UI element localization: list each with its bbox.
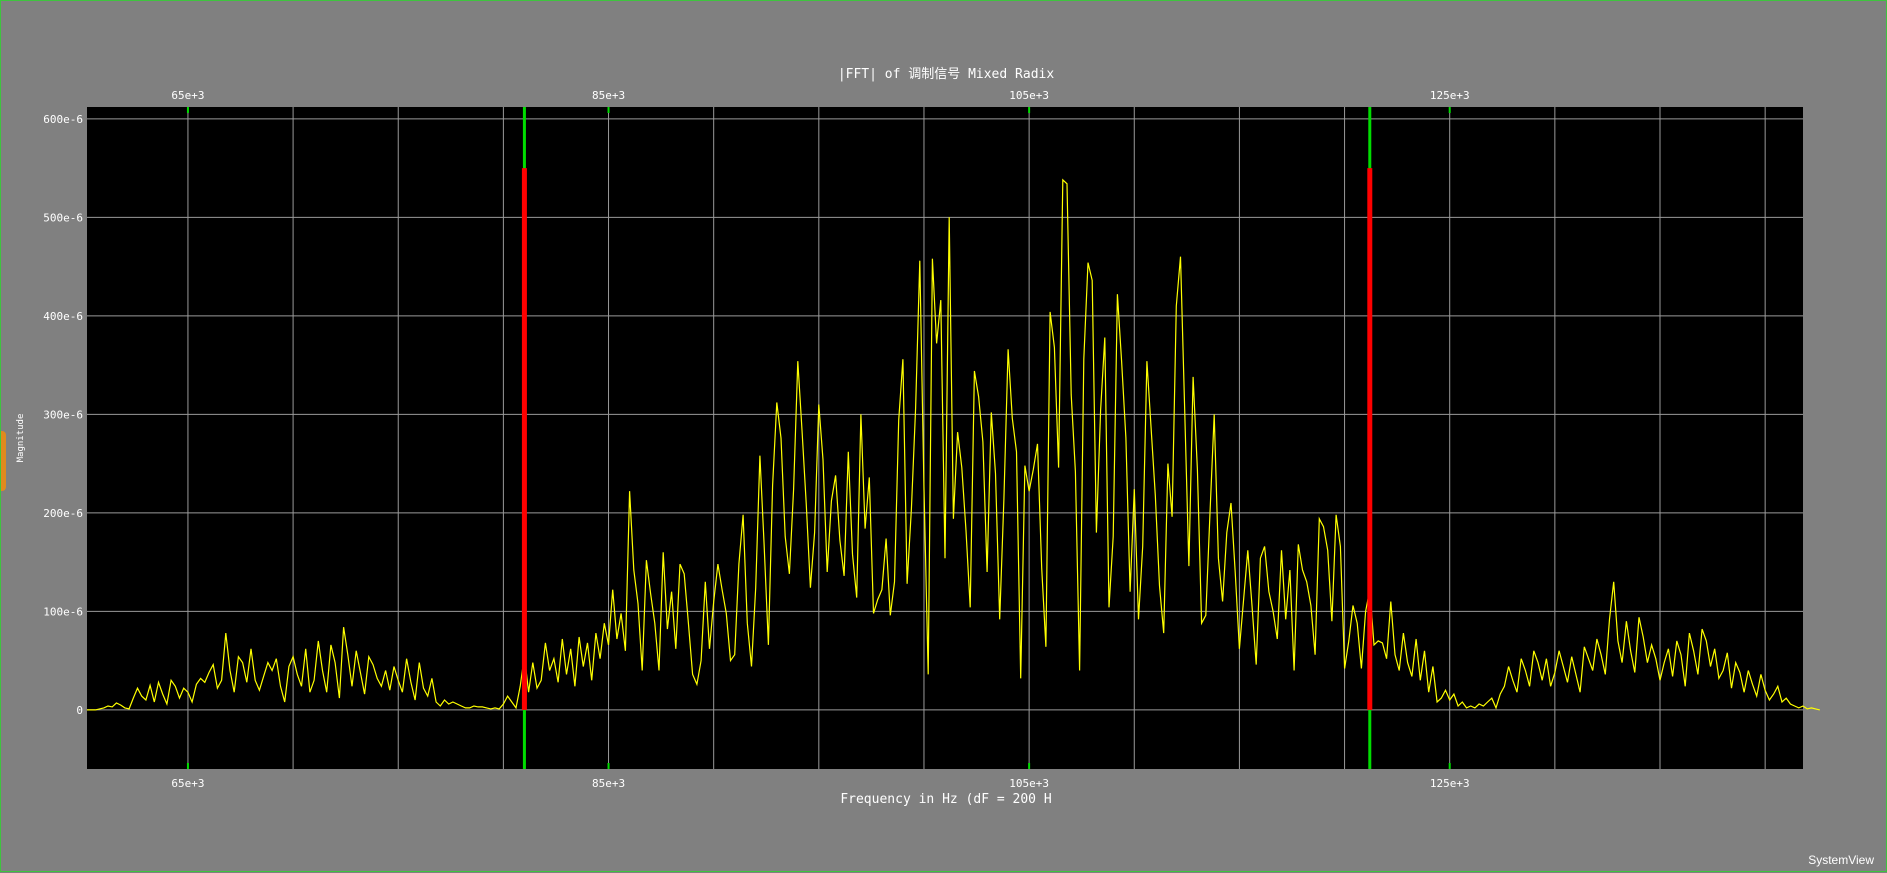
x-tick-label-top: 85e+3: [592, 89, 625, 102]
plot-area[interactable]: [87, 107, 1803, 769]
x-tick-label-top: 65e+3: [171, 89, 204, 102]
y-tick-label: 300e-6: [43, 408, 83, 421]
axis-ticks: 0 100e-6 200e-6 300e-6 400e-6 500e-6 600e-6 65e…: [43, 89, 1469, 790]
systemview-watermark: SystemView: [1808, 853, 1874, 867]
x-tick-label-bottom: 65e+3: [171, 777, 204, 790]
y-tick-label: 200e-6: [43, 507, 83, 520]
grid-lines: [87, 107, 1803, 769]
y-tick-label: 0: [76, 704, 83, 717]
y-tick-label: 600e-6: [43, 113, 83, 126]
x-axis-label: Frequency in Hz (dF = 200 H: [840, 792, 1051, 807]
spectrum-trace: [87, 178, 1820, 711]
chart-title: |FFT| of 调制信号 Mixed Radix: [838, 67, 1055, 82]
y-tick-label: 100e-6: [43, 605, 83, 618]
y-tick-label: 500e-6: [43, 211, 83, 224]
x-tick-label-bottom: 125e+3: [1430, 777, 1470, 790]
x-tick-label-top: 105e+3: [1009, 89, 1049, 102]
trace-layer: [87, 178, 1820, 711]
y-tick-label: 400e-6: [43, 310, 83, 323]
y-axis-label: Magnitude: [16, 414, 26, 463]
side-panel-tab[interactable]: [1, 431, 6, 491]
x-tick-label-top: 125e+3: [1430, 89, 1470, 102]
x-tick-label-bottom: 105e+3: [1009, 777, 1049, 790]
x-tick-label-bottom: 85e+3: [592, 777, 625, 790]
cursor-markers: [521, 107, 1373, 769]
